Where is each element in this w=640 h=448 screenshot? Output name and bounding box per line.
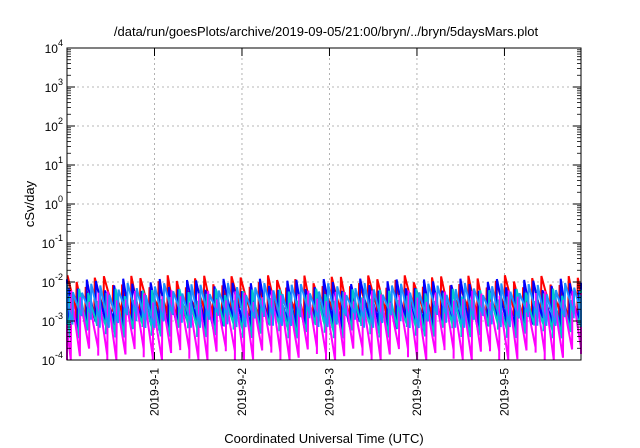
y-tick-label: 104	[45, 38, 63, 56]
series-line-5	[66, 282, 582, 329]
y-axis: 10-4 10-3 10-2 10-1 100 101 102 103 104	[42, 38, 581, 368]
chart-title: /data/run/goesPlots/archive/2019-09-05/2…	[114, 24, 539, 39]
y-tick-label: 10-1	[42, 233, 63, 251]
x-tick-label: 2019-9-4	[410, 368, 424, 416]
y-tick-label: 102	[45, 116, 63, 134]
x-tick-label: 2019-9-2	[235, 368, 249, 416]
y-tick-label: 101	[45, 155, 63, 173]
series-line-4	[66, 290, 582, 361]
y-tick-label: 103	[45, 77, 63, 95]
x-tick-label: 2019-9-3	[322, 368, 336, 416]
y-axis-label: cSv/day	[22, 180, 37, 227]
y-tick-label: 10-2	[42, 272, 63, 290]
x-tick-label: 2019-9-5	[497, 368, 511, 416]
y-tick-label: 10-3	[42, 311, 63, 329]
x-axis: 2019-9-1 2019-9-2 2019-9-3 2019-9-4 2019-9-5	[147, 48, 511, 416]
y-tick-label: 100	[45, 194, 63, 212]
y-tick-label: 10-4	[42, 350, 63, 368]
x-tick-label: 2019-9-1	[147, 368, 161, 416]
x-axis-label: Coordinated Universal Time (UTC)	[224, 431, 423, 446]
series-layer	[66, 275, 582, 361]
